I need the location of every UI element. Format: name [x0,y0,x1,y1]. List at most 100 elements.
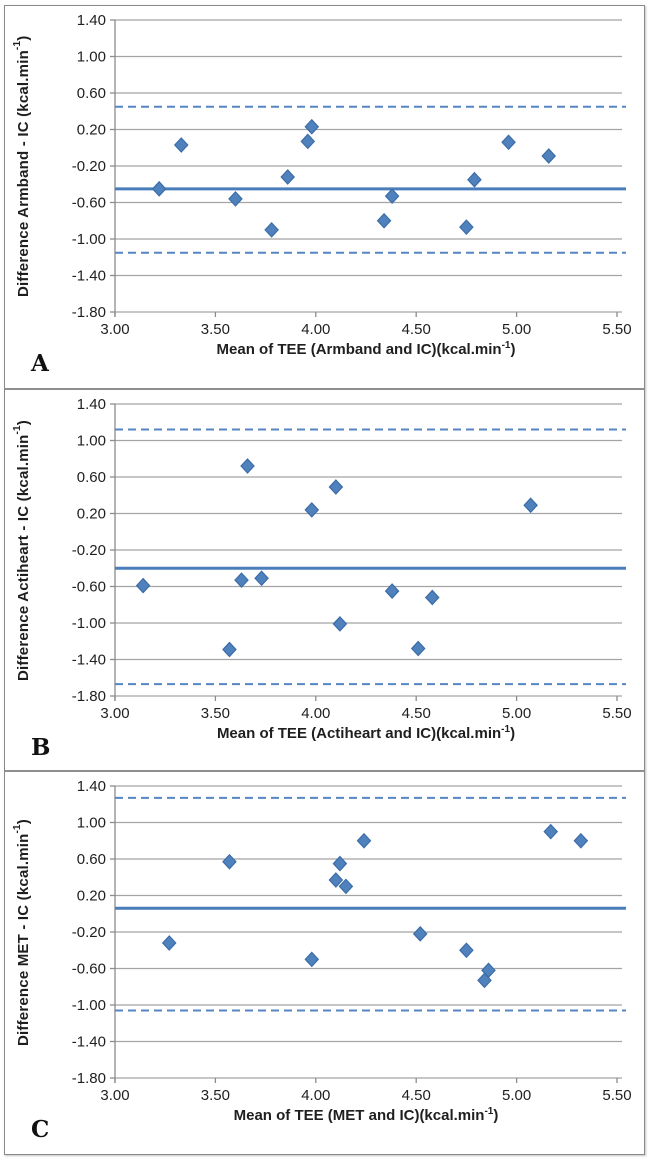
y-tick-label: -0.20 [72,542,106,559]
data-point-marker [459,219,474,236]
y-axis-title: Difference Actiheart - IC (kcal.min-1) [9,404,35,696]
data-point-marker [523,497,538,514]
data-point-marker [424,589,440,606]
y-tick-label: 0.20 [77,506,106,523]
data-point-marker [304,118,320,135]
data-point-marker [151,180,167,197]
x-tick-label: 5.00 [502,1087,531,1104]
y-tick-label: -1.00 [72,997,106,1014]
y-tick-label: 1.40 [77,778,106,795]
x-axis-title: Mean of TEE (Armband and IC)(kcal.min-1) [115,340,617,358]
scatter-chart-met: 1.40 1.00 0.60 0.20 -0.20 -0.60 -1.00 -1.40 -1.8… [72,778,632,1104]
y-tick-label: -1.80 [72,688,106,705]
scatter-chart-actiheart: 1.40 1.00 0.60 0.20 -0.20 -0.60 -1.00 -1.40 -1.8… [72,396,632,722]
y-axis-title-text: Difference Actiheart - IC (kcal.min [15,434,32,681]
panel-b: 1.40 1.00 0.60 0.20 -0.20 -0.60 -1.00 -1.40 -1.8… [5,388,644,770]
x-axis-title-superscript: -1 [501,340,511,351]
y-tick-label: 0.60 [77,851,106,868]
panel-c: 1.40 1.00 0.60 0.20 -0.20 -0.60 -1.00 -1.40 -1.8… [5,770,644,1152]
y-tick-label: 0.60 [77,85,106,102]
data-point-marker [328,872,344,888]
x-tick-label: 4.00 [301,321,330,338]
y-tick-label: -0.20 [72,158,106,175]
y-tick-label: -1.40 [72,652,106,669]
data-point-marker [356,832,372,849]
data-point-marker [543,823,559,840]
y-tick-label: 1.00 [77,433,106,450]
x-axis-title-close: ) [493,1107,499,1124]
y-axis-title-close: ) [15,419,32,425]
data-point-marker [254,570,269,587]
y-tick-label: 0.60 [77,469,106,486]
data-point-marker [332,855,348,872]
y-axis-title: Difference MET - IC (kcal.min-1) [9,786,35,1078]
data-point-marker [410,640,426,657]
x-tick-label: 4.00 [301,1087,330,1104]
x-tick-label: 5.50 [602,705,631,722]
panel-a: 1.40 1.00 0.60 0.20 -0.20 -0.60 -1.00 -1.40 -1.8… [5,6,644,388]
data-point-marker [412,925,428,942]
data-point-marker [328,479,344,495]
x-tick-label: 3.00 [100,321,129,338]
x-axis-title: Mean of TEE (Actiheart and IC)(kcal.min-… [115,724,617,742]
panel-letter-b: B [31,734,51,761]
data-point-marker [135,577,151,594]
x-tick-label: 5.00 [502,321,531,338]
data-point-marker [481,962,496,979]
x-axis-title-superscript: -1 [484,1106,494,1117]
y-tick-label: -0.20 [72,924,106,941]
data-point-marker [222,853,237,870]
x-axis-title-close: ) [510,725,516,742]
y-tick-label: 0.20 [77,122,106,139]
y-axis-title-superscript: -1 [12,40,23,50]
x-tick-label: 3.00 [100,705,129,722]
data-point-marker [338,878,354,895]
data-point-marker [228,190,243,207]
scatter-chart-armband: 1.40 1.00 0.60 0.20 -0.20 -0.60 -1.00 -1.40 -1.8… [72,12,632,338]
data-point-marker [384,583,400,599]
x-tick-label: 4.50 [402,1087,431,1104]
y-tick-label: 0.20 [77,888,106,905]
data-point-marker [459,942,474,959]
y-axis-title-superscript: -1 [12,823,23,833]
y-axis-title-close: ) [15,818,32,824]
y-tick-label: 1.40 [77,396,106,413]
panel-letter-c: C [31,1116,50,1143]
y-tick-label: 1.40 [77,12,106,29]
x-axis-title-text: Mean of TEE (Actiheart and IC)(kcal.min [216,725,502,742]
data-point-marker [240,458,255,474]
data-point-marker [573,832,589,849]
y-tick-label: -1.80 [72,304,106,321]
y-tick-label: -1.40 [72,268,106,285]
data-point-marker [222,641,237,658]
y-tick-label: -1.00 [72,615,106,632]
x-tick-label: 3.50 [201,705,230,722]
x-tick-label: 3.50 [201,321,230,338]
x-axis-title-text: Mean of TEE (MET and IC)(kcal.min [233,1107,485,1124]
panel-letter-a: A [31,350,49,377]
y-tick-label: -1.00 [72,231,106,248]
figure-container: 1.40 1.00 0.60 0.20 -0.20 -0.60 -1.00 -1.40 -1.8… [4,5,645,1155]
y-axis-title-close: ) [15,35,32,41]
x-axis-title-close: ) [510,341,516,358]
data-point-marker [332,616,348,632]
x-axis-title-text: Mean of TEE (Armband and IC)(kcal.min [216,341,502,358]
y-tick-label: -0.60 [72,579,106,596]
data-point-marker [300,133,316,150]
data-point-marker [467,171,482,188]
data-point-marker [161,935,177,951]
y-axis-title-text: Difference MET - IC (kcal.min [15,833,32,1046]
y-tick-label: -1.40 [72,1034,106,1051]
x-tick-label: 3.00 [100,1087,129,1104]
data-point-marker [173,137,189,153]
y-axis-title-superscript: -1 [12,424,23,434]
data-point-marker [501,134,516,151]
x-tick-label: 5.00 [502,705,531,722]
x-tick-label: 4.50 [402,321,431,338]
data-point-marker [384,188,400,204]
data-point-marker [376,212,392,229]
data-point-marker [234,572,249,588]
y-tick-label: -1.80 [72,1070,106,1087]
x-tick-label: 4.50 [402,705,431,722]
y-tick-label: 1.00 [77,815,106,832]
